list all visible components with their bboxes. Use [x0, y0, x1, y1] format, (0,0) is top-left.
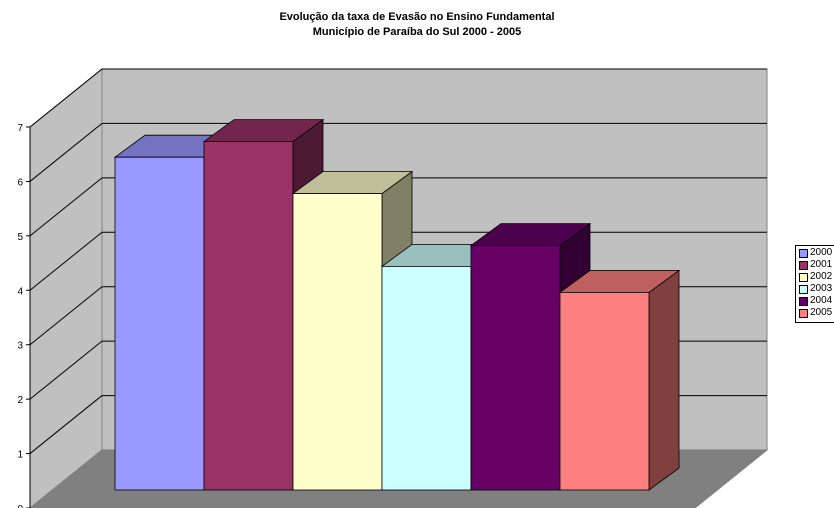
bar-side-2005 [648, 269, 680, 491]
legend-swatch [799, 260, 808, 270]
gridline-side [29, 286, 103, 346]
side-wall [29, 67, 103, 508]
y-tick-label: 1 [17, 450, 23, 461]
chart-subtitle: Município de Paraíba do Sul 2000 - 2005 [312, 26, 522, 38]
y-tick-label: 3 [17, 341, 23, 352]
legend-label: 2002 [810, 271, 833, 282]
legend-swatch [799, 284, 808, 294]
gridline-side [29, 395, 103, 454]
bar-2001 [203, 141, 294, 491]
bar-2002 [292, 193, 383, 491]
legend-item-2003: 2003 [796, 283, 834, 295]
bar-2005 [559, 291, 650, 491]
gridline-side [29, 231, 103, 291]
legend-swatch [799, 308, 808, 318]
y-tick-label: 4 [17, 286, 23, 297]
legend-label: 2001 [810, 259, 833, 270]
gridline-side [29, 177, 103, 237]
bar-2000 [114, 156, 205, 491]
chart-title-block: Evolução da taxa de Evasão no Ensino Fun… [0, 10, 834, 40]
legend-item-2001: 2001 [796, 259, 834, 271]
y-tick-label: 5 [17, 232, 23, 243]
bar-2003 [381, 265, 472, 491]
y-tick-label: 6 [17, 177, 23, 188]
y-tick-label: 0 [17, 504, 23, 508]
legend-label: 2003 [810, 283, 833, 294]
legend-item-2004: 2004 [796, 295, 834, 307]
bar-2004 [470, 245, 561, 491]
y-tick-label: 2 [17, 395, 23, 406]
legend: 2000 2001 2002 2003 2004 2005 [795, 245, 834, 323]
legend-swatch [799, 272, 808, 282]
legend-label: 2005 [810, 307, 833, 318]
legend-item-2000: 2000 [796, 247, 834, 259]
chart-title: Evolução da taxa de Evasão no Ensino Fun… [279, 11, 555, 23]
legend-item-2005: 2005 [796, 307, 834, 319]
y-tick-label: 7 [17, 123, 23, 134]
legend-label: 2004 [810, 295, 833, 306]
gridline-side [29, 123, 103, 182]
gridline-side [29, 68, 103, 128]
gridline-side [29, 340, 103, 400]
legend-item-2002: 2002 [796, 271, 834, 283]
legend-swatch [799, 248, 808, 258]
legend-label: 2000 [810, 247, 833, 258]
legend-swatch [799, 296, 808, 306]
